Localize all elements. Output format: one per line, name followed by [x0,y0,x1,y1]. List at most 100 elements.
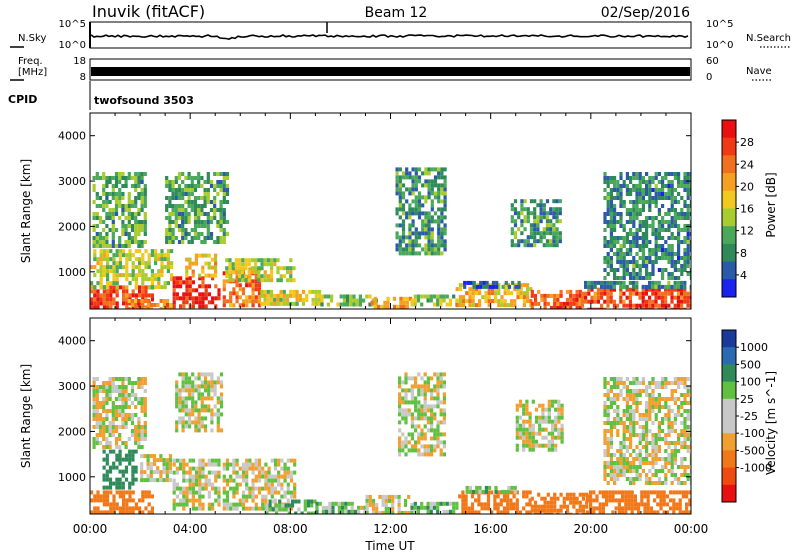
range-gate-cell [629,208,633,212]
range-gate-cell [680,291,684,296]
range-gate-cell [124,405,128,409]
range-gate-cell [264,494,268,499]
range-gate-cell [219,428,224,433]
range-gate-cell [130,421,135,425]
range-gate-cell [114,208,119,212]
range-gate-cell [436,444,440,449]
range-gate-cell [178,404,182,409]
range-gate-cell [206,220,210,224]
range-gate-cell [542,203,546,208]
range-gate-cell [519,291,523,296]
range-gate-cell [261,470,265,475]
range-gate-cell [632,184,636,188]
range-gate-cell [675,506,679,511]
range-gate-cell [670,299,674,304]
range-gate-cell [676,307,680,309]
range-gate-cell [625,192,629,196]
range-gate-cell [203,220,207,224]
range-gate-cell [590,295,594,300]
range-gate-cell [140,204,144,208]
range-gate-cell [482,284,486,289]
range-gate-cell [241,274,245,279]
range-gate-cell [222,180,226,184]
range-gate-cell [92,405,96,409]
range-gate-cell [254,506,258,511]
range-gate-cell [197,392,201,397]
range-gate-cell [424,195,428,200]
range-gate-cell [219,184,223,188]
range-gate-cell [635,393,639,397]
range-gate-cell [245,295,249,300]
range-gate-cell [284,503,288,508]
range-gate-cell [331,501,335,506]
range-gate-cell [661,244,665,248]
range-gate-cell [651,481,655,485]
range-gate-cell [386,300,390,305]
range-gate-cell [182,462,186,467]
range-gate-cell [638,188,642,192]
range-gate-cell [216,412,220,417]
range-gate-cell [115,502,119,507]
range-gate-cell [609,377,613,381]
range-gate-cell [667,208,671,212]
range-gate-cell [137,299,141,303]
range-gate-cell [590,284,594,289]
range-gate-cell [121,417,125,421]
range-gate-cell [200,240,204,244]
range-gate-cell [225,258,229,263]
range-gate-cell [420,432,424,437]
range-gate-cell [635,196,639,200]
range-gate-cell [554,415,558,420]
range-gate-cell [549,243,553,248]
range-gate-cell [654,248,658,252]
range-gate-cell [174,180,178,184]
range-gate-cell [657,425,661,429]
range-gate-cell [162,458,166,463]
range-gate-cell [437,215,441,220]
y-tick-label: 3000 [58,175,86,188]
range-gate-cell [670,393,674,397]
range-gate-cell [141,273,145,278]
range-gate-cell [625,303,629,308]
range-gate-cell [414,380,418,385]
range-gate-cell [423,384,427,389]
range-gate-cell [159,307,163,309]
colorbar-tick-label: 100 [740,376,761,389]
range-gate-cell [542,235,546,240]
range-gate-cell [191,458,195,463]
range-gate-cell [152,478,157,483]
range-gate-cell [266,297,270,302]
range-gate-cell [124,393,128,397]
range-gate-cell [405,171,409,176]
range-gate-cell [603,256,607,260]
range-gate-cell [398,408,402,413]
range-gate-cell [109,285,113,290]
range-gate-cell [111,228,115,232]
range-gate-cell [270,458,274,463]
range-gate-cell [257,470,262,475]
range-gate-cell [414,428,418,433]
range-gate-cell [436,420,440,425]
range-gate-cell [414,207,418,212]
colorbar-segment [722,450,736,469]
range-gate-cell [424,199,428,204]
range-gate-cell [677,477,681,481]
range-gate-cell [281,503,285,508]
range-gate-cell [680,240,684,244]
range-gate-cell [670,180,674,184]
range-gate-cell [641,204,645,208]
range-gate-cell [207,470,211,475]
range-gate-cell [442,420,446,425]
range-gate-cell [622,299,626,304]
range-gate-cell [664,385,668,389]
range-gate-cell [298,293,302,298]
range-gate-cell [632,477,636,481]
range-gate-cell [621,506,625,511]
range-gate-cell [510,485,514,490]
range-gate-cell [487,303,491,308]
range-gate-cell [225,498,230,503]
range-gate-cell [122,498,126,503]
range-gate-cell [686,180,690,184]
range-gate-cell [622,228,626,232]
range-gate-cell [216,376,220,381]
